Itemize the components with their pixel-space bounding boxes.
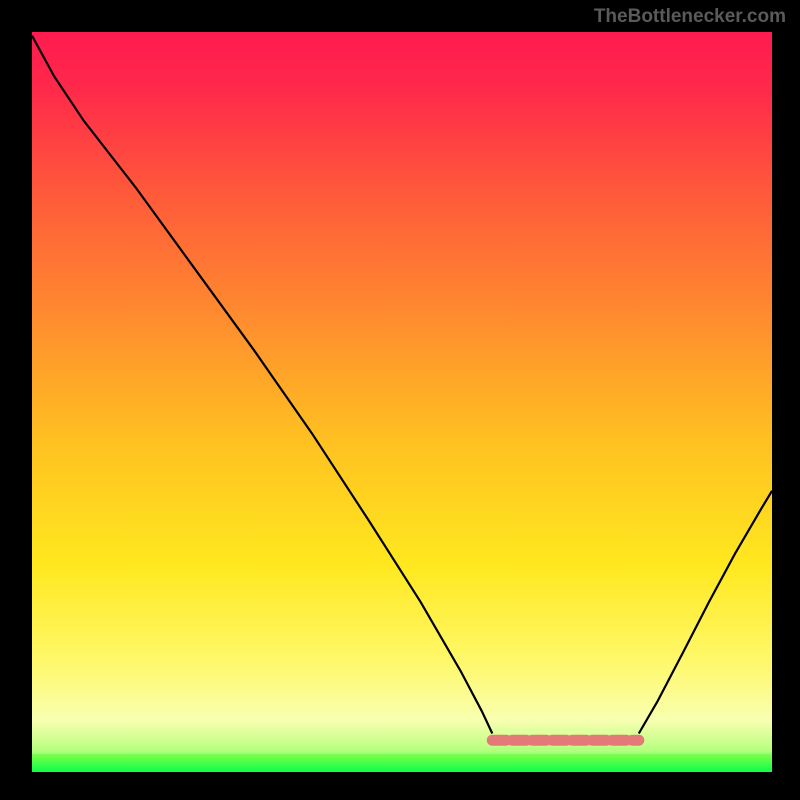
main-curve-left <box>32 36 492 734</box>
main-curve-right <box>639 491 772 734</box>
curve-svg <box>32 32 772 772</box>
watermark-text: TheBottlenecker.com <box>594 6 786 28</box>
plot-area <box>32 32 772 772</box>
